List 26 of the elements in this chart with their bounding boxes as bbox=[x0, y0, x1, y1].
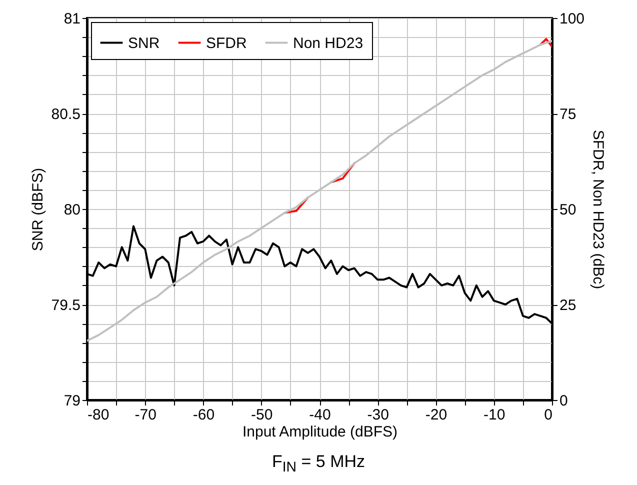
y2-tick-label: 25 bbox=[560, 297, 576, 314]
y2-tick-label: 0 bbox=[560, 392, 568, 410]
y-tick-label: 79.5 bbox=[51, 297, 80, 314]
y-axis-title: SNR (dBFS) bbox=[29, 168, 46, 252]
x-axis-title: Input Amplitude (dBFS) bbox=[242, 424, 398, 440]
x-tick-label: -40 bbox=[309, 406, 331, 424]
y-tick-label: 80.5 bbox=[51, 106, 80, 123]
text: F$_{IN}$ = 5 MHz bbox=[270, 452, 366, 476]
x-tick-label: 0 bbox=[544, 406, 552, 424]
legend-label: SFDR bbox=[206, 34, 247, 52]
x-tick-label: -10 bbox=[484, 406, 506, 424]
y-tick-label: 79 bbox=[64, 392, 80, 410]
x-tick-label: -70 bbox=[134, 406, 156, 424]
y2-tick-label: 100 bbox=[560, 10, 585, 28]
x-tick-label: -30 bbox=[367, 406, 389, 424]
x-tick-label: -60 bbox=[192, 406, 215, 424]
y-tick-label: 81 bbox=[64, 10, 80, 28]
x-tick-label: -20 bbox=[425, 406, 448, 424]
legend-label: SNR bbox=[128, 34, 160, 52]
x-tick-label: -50 bbox=[251, 406, 273, 424]
legend-label: Non HD23 bbox=[293, 34, 364, 52]
y2-tick-label: 50 bbox=[560, 202, 576, 218]
y2-tick-label: 75 bbox=[560, 106, 576, 123]
y2-axis-title: SFDR, Non HD23 (dBc) bbox=[590, 130, 607, 290]
y-tick-label: 80 bbox=[64, 202, 80, 218]
x-tick-label: -80 bbox=[88, 406, 110, 424]
